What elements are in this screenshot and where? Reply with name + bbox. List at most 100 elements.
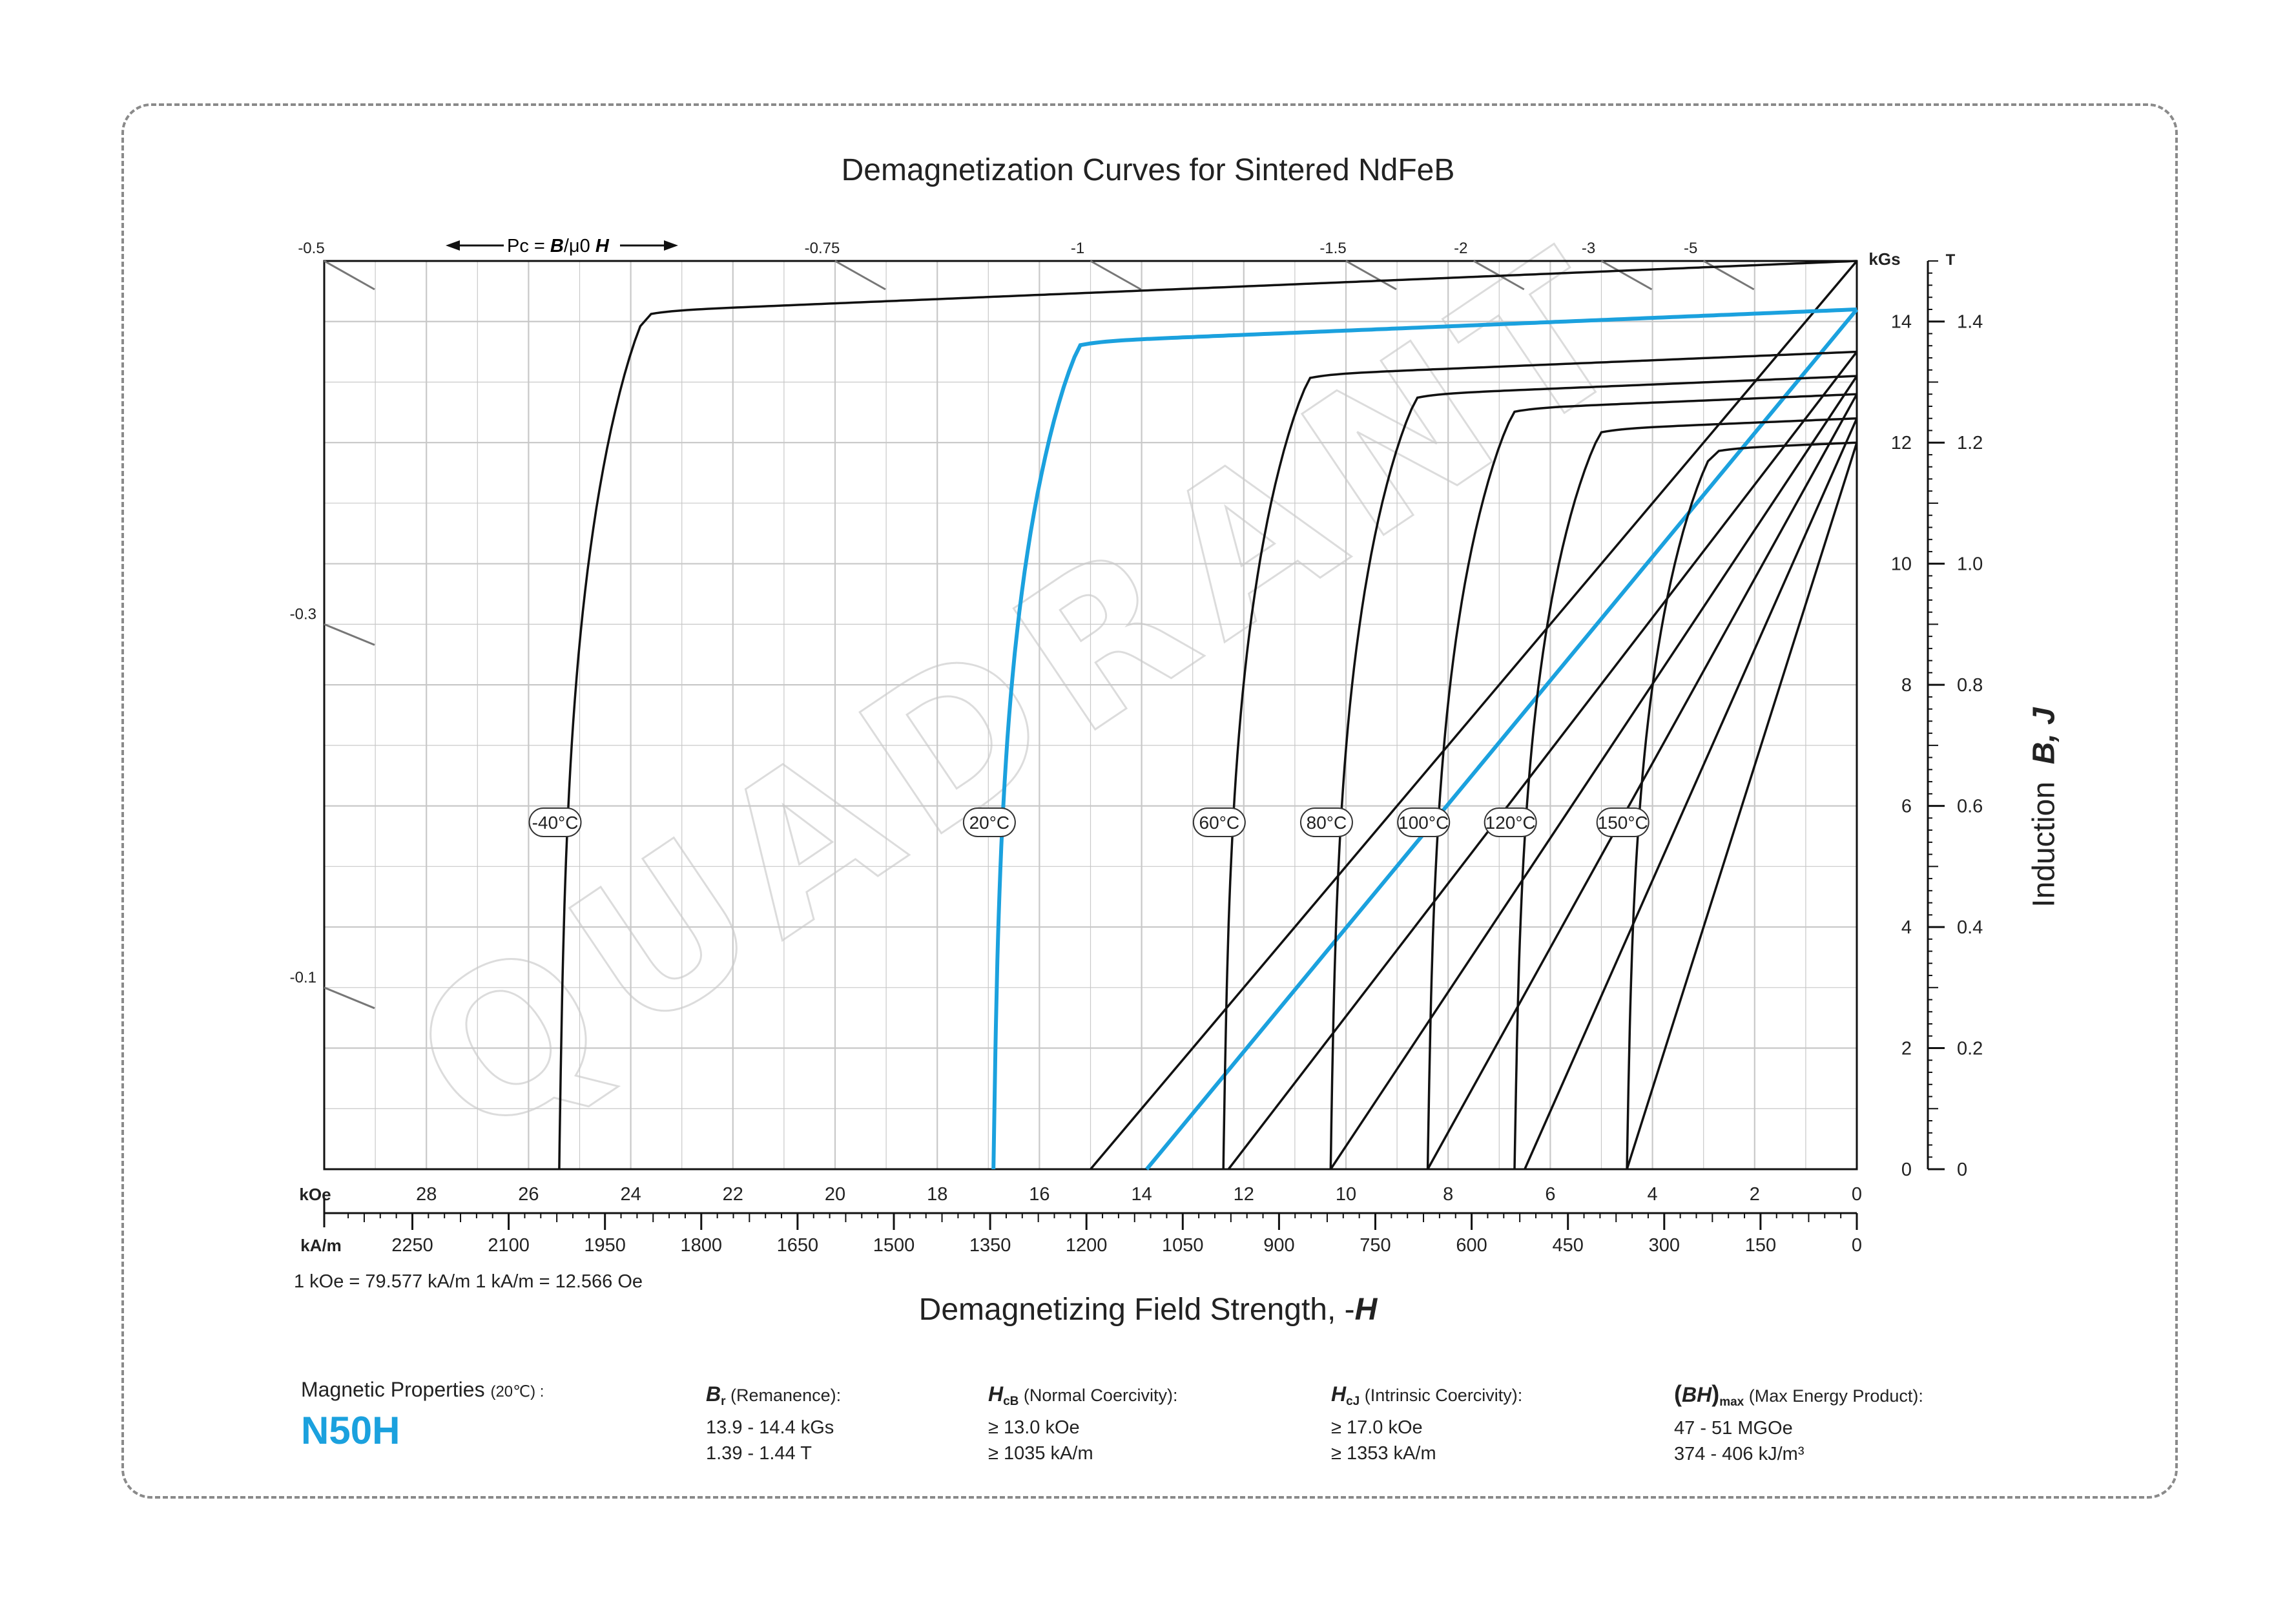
x-tick-label-koe: 2 [1750, 1184, 1760, 1205]
intrinsic-curve-3 [1329, 375, 1857, 1170]
x-tick-label-kam: 450 [1553, 1235, 1584, 1256]
bh-value-kjm3: 374 - 406 kJ/m³ [1674, 1444, 1805, 1464]
br-value-kgs: 13.9 - 14.4 kGs [706, 1417, 834, 1438]
curve-label-4: 100°C [1398, 813, 1449, 833]
y-tick-label-t: 0.6 [1957, 796, 1983, 817]
pc-tick-mark [1345, 260, 1397, 291]
magnetic-properties-condition: (20℃) : [490, 1383, 544, 1400]
y-tick-label-kgs: 6 [1901, 796, 1912, 817]
intrinsic-curve-5 [1513, 417, 1857, 1170]
pc-tick-label: -3 [1582, 240, 1595, 257]
x-tick-label-koe: 0 [1852, 1184, 1862, 1205]
pc-formula-label: Pc = B/μ0 H [507, 236, 610, 256]
x-tick-label-kam: 1050 [1162, 1235, 1204, 1256]
x-axis-title-symbol: H [1354, 1293, 1378, 1327]
curve-label-box [1596, 807, 1650, 837]
pc-tick-label: -2 [1454, 240, 1467, 257]
hcj-name: (Intrinsic Coercivity): [1364, 1386, 1523, 1405]
x-tick-label-kam: 300 [1649, 1235, 1680, 1256]
x-tick-label-koe: 10 [1336, 1184, 1356, 1205]
x-tick-label-koe: 14 [1131, 1184, 1152, 1205]
pc-tick-mark [324, 260, 375, 291]
hcj-subscript: cJ [1346, 1395, 1360, 1408]
x-tick-label-koe: 18 [927, 1184, 947, 1205]
intrinsic-curve-6 [1626, 441, 1857, 1170]
intrinsic-curve-1 [991, 307, 1857, 1170]
normal-curve-5 [1524, 417, 1858, 1170]
unit-conversion-note: 1 kOe = 79.577 kA/m 1 kA/m = 12.566 Oe [294, 1271, 643, 1292]
y-tick-label-kgs: 10 [1891, 554, 1912, 575]
pc-arrow-right-head [664, 240, 678, 251]
y-tick-label-kgs: 12 [1891, 433, 1912, 453]
pc-mid: /μ0 [564, 236, 595, 256]
x-axis-title-text: Demagnetizing Field Strength, - [918, 1293, 1355, 1327]
br-symbol: B [706, 1382, 721, 1406]
curve-label-1: 20°C [969, 813, 1010, 833]
normal-curve-1 [1145, 308, 1859, 1170]
y-tick-label-t: 0.4 [1957, 917, 1983, 938]
x-tick-label-kam: 150 [1745, 1235, 1776, 1256]
br-value-t: 1.39 - 1.44 T [706, 1443, 812, 1464]
y-tick-label-t: 0.2 [1957, 1039, 1983, 1059]
normal-curve-3 [1329, 375, 1858, 1170]
y-tick-label-kgs: 8 [1901, 675, 1912, 696]
pc-tick-mark [834, 260, 886, 291]
pc-tick-mark [1090, 260, 1142, 291]
grade-name: N50H [301, 1409, 400, 1452]
br-subscript: r [721, 1395, 726, 1408]
pc-tick-mark [324, 623, 375, 646]
hcj-value-koe: ≥ 17.0 kOe [1331, 1417, 1423, 1438]
remanence-block: Br (Remanence): 13.9 - 14.4 kGs 1.39 - 1… [706, 1381, 841, 1466]
x-tick-label-kam: 1200 [1066, 1235, 1108, 1256]
x-tick-label-koe: 26 [518, 1184, 539, 1205]
x-tick-label-kam: 750 [1360, 1235, 1391, 1256]
bh-name: (Max Energy Product): [1748, 1386, 1923, 1406]
x-tick-label-kam: 1650 [777, 1235, 819, 1256]
y-tick-label-t: 1.2 [1957, 433, 1983, 453]
x-tick-label-koe: 22 [723, 1184, 743, 1205]
bh-value-mgoe: 47 - 51 MGOe [1674, 1418, 1793, 1439]
normal-curve-0 [1090, 260, 1858, 1170]
pc-b-symbol: B [550, 236, 564, 256]
curve-label-box [1397, 807, 1451, 837]
x-tick-label-koe: 20 [825, 1184, 845, 1205]
hcb-name: (Normal Coercivity): [1023, 1386, 1178, 1405]
x-tick-label-kam: 1950 [584, 1235, 626, 1256]
curve-label-5: 120°C [1485, 813, 1536, 833]
bh-symbol: BH [1682, 1383, 1712, 1406]
curve-label-2: 60°C [1199, 813, 1240, 833]
x-tick-label-kam: 1500 [873, 1235, 915, 1256]
normal-coercivity-block: HcB (Normal Coercivity): ≥ 13.0 kOe ≥ 10… [988, 1381, 1177, 1466]
x-tick-label-kam: 1350 [969, 1235, 1011, 1256]
watermark-text: QUADRANT [375, 200, 1680, 1185]
x-tick-label-kam: 2100 [488, 1235, 530, 1256]
curve-label-3: 80°C [1307, 813, 1347, 833]
intrinsic-curve-2 [1222, 350, 1857, 1170]
x-tick-label-koe: 6 [1545, 1184, 1555, 1205]
hcj-symbol: H [1331, 1382, 1347, 1406]
y-tick-label-kgs: 2 [1901, 1039, 1912, 1059]
y-unit-kgs: kGs [1868, 249, 1900, 269]
x-tick-label-koe: 24 [620, 1184, 641, 1205]
x-tick-label-kam: 2250 [391, 1235, 433, 1256]
curve-label-box [1192, 807, 1246, 837]
chart-title: Demagnetization Curves for Sintered NdFe… [841, 153, 1455, 187]
y-tick-label-t: 0 [1957, 1160, 1967, 1180]
curve-label-6: 150°C [1598, 813, 1648, 833]
x-tick-label-koe: 4 [1648, 1184, 1658, 1205]
x-unit-kam: kA/m [300, 1236, 342, 1255]
y-tick-label-t: 1.4 [1957, 312, 1983, 333]
x-tick-label-kam: 1800 [681, 1235, 723, 1256]
pc-arrow-left-head [446, 240, 460, 251]
magnetic-properties-text: Magnetic Properties [301, 1378, 485, 1401]
x-tick-label-kam: 600 [1456, 1235, 1487, 1256]
normal-curve-6 [1626, 442, 1858, 1170]
x-tick-label-koe: 16 [1029, 1184, 1050, 1205]
x-tick-label-koe: 28 [416, 1184, 437, 1205]
curve-label-box [1484, 807, 1537, 837]
y-unit-t: T [1946, 251, 1956, 269]
pc-tick-mark [1702, 260, 1755, 291]
hcb-subscript: cB [1003, 1395, 1019, 1408]
pc-h-symbol: H [595, 236, 610, 256]
